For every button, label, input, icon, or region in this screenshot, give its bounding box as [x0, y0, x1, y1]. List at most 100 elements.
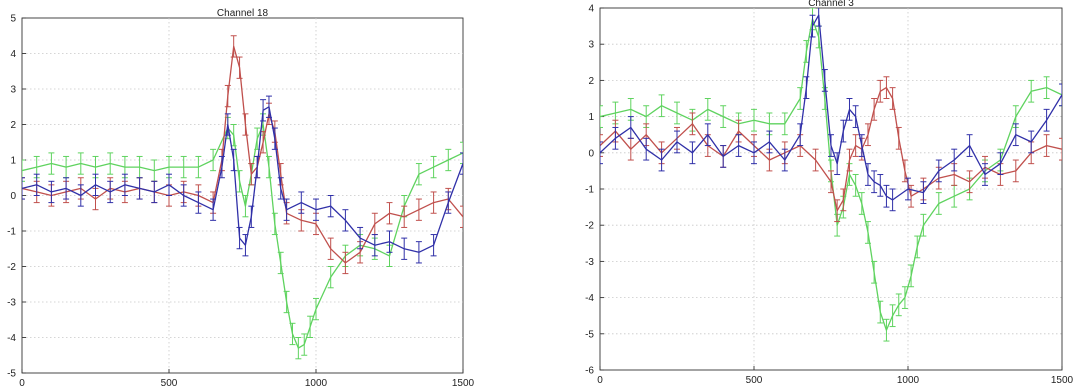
- error-bar: [236, 56, 243, 79]
- error-bar: [766, 130, 773, 154]
- error-bar: [600, 134, 603, 157]
- y-tick-label: -1: [7, 227, 16, 238]
- error-bar: [821, 69, 828, 92]
- y-tick-label: 0: [10, 191, 16, 202]
- error-bar: [735, 134, 742, 157]
- error-bar: [265, 95, 272, 118]
- error-bar: [33, 173, 40, 196]
- error-bar: [883, 184, 890, 208]
- error-bar: [460, 152, 463, 175]
- error-bar: [48, 152, 55, 175]
- x-tick-label: 500: [161, 378, 178, 389]
- error-bar: [271, 212, 278, 236]
- x-tick-label: 1000: [305, 378, 328, 389]
- error-bar: [877, 300, 884, 324]
- error-bar: [48, 180, 55, 204]
- y-tick-label: 2: [10, 120, 16, 131]
- error-bar: [445, 148, 452, 172]
- error-bar: [815, 8, 822, 27]
- error-bar: [883, 318, 890, 342]
- error-bar: [600, 105, 603, 128]
- error-bar: [846, 98, 853, 121]
- error-bar: [612, 126, 619, 150]
- error-bar: [248, 163, 255, 186]
- error-bar: [1012, 159, 1019, 183]
- chart-title: Channel 3: [808, 0, 854, 9]
- error-bar: [704, 98, 711, 121]
- error-bar: [920, 213, 927, 237]
- error-bar: [720, 105, 727, 128]
- error-bar: [908, 184, 915, 208]
- error-bar: [689, 141, 696, 165]
- error-bar: [600, 141, 603, 165]
- error-bar: [643, 137, 650, 161]
- error-bar: [430, 234, 437, 257]
- error-bar: [751, 108, 757, 132]
- error-bar: [22, 177, 25, 200]
- error-bar: [935, 159, 942, 183]
- error-bar: [327, 195, 334, 218]
- error-bar: [828, 170, 834, 194]
- error-bar: [1043, 108, 1050, 132]
- error-bar: [935, 192, 942, 215]
- error-bar: [901, 159, 908, 183]
- error-bar: [342, 251, 349, 275]
- error-bar: [230, 35, 237, 58]
- error-bar: [751, 141, 757, 165]
- error-bar: [627, 116, 634, 139]
- error-bar: [236, 170, 243, 193]
- error-bar: [852, 134, 859, 157]
- error-bar: [997, 152, 1004, 176]
- error-bar: [689, 112, 696, 136]
- error-bar: [460, 141, 463, 165]
- error-bar: [797, 123, 804, 147]
- series-line-2: [600, 14, 1062, 201]
- error-bar: [877, 174, 884, 197]
- error-bar: [195, 155, 202, 179]
- x-tick-label: 0: [19, 378, 25, 389]
- error-bar: [1043, 76, 1050, 99]
- error-bar: [966, 134, 973, 157]
- error-bar: [1012, 123, 1019, 147]
- error-bar: [846, 148, 853, 172]
- error-bar: [1043, 134, 1050, 157]
- error-bar: [871, 170, 878, 194]
- error-bar: [230, 148, 237, 172]
- error-bar: [803, 76, 810, 99]
- error-bar: [781, 148, 788, 172]
- x-tick-label: 1500: [452, 378, 475, 389]
- y-tick-label: -5: [7, 369, 16, 380]
- error-bar: [289, 322, 296, 346]
- error-bar: [966, 170, 973, 194]
- error-bar: [858, 134, 865, 157]
- error-bar: [951, 148, 958, 172]
- y-tick-label: -4: [7, 333, 16, 344]
- x-tick-label: 1500: [1051, 375, 1074, 386]
- error-bar: [224, 84, 231, 108]
- y-tick-label: -2: [585, 221, 594, 232]
- error-bar: [415, 241, 422, 264]
- error-bar: [920, 181, 927, 204]
- error-bar: [858, 192, 865, 215]
- error-bar: [852, 174, 859, 197]
- error-bar: [982, 163, 988, 186]
- error-bar: [828, 134, 834, 157]
- error-bar: [283, 290, 290, 314]
- error-bar: [401, 205, 408, 228]
- error-bar: [271, 127, 278, 150]
- error-bar: [218, 155, 225, 179]
- error-bar: [195, 191, 202, 214]
- error-bar: [342, 209, 349, 232]
- error-bar: [357, 226, 364, 250]
- error-bar: [901, 286, 908, 309]
- error-bar: [812, 148, 819, 172]
- error-bar: [236, 226, 243, 250]
- error-bar: [908, 264, 915, 288]
- y-tick-label: -5: [585, 329, 594, 340]
- error-bar: [248, 205, 255, 228]
- error-bar: [136, 177, 143, 200]
- plot-area: [22, 35, 463, 360]
- error-bar: [1028, 79, 1035, 103]
- error-bar: [210, 198, 217, 221]
- error-bar: [151, 180, 158, 204]
